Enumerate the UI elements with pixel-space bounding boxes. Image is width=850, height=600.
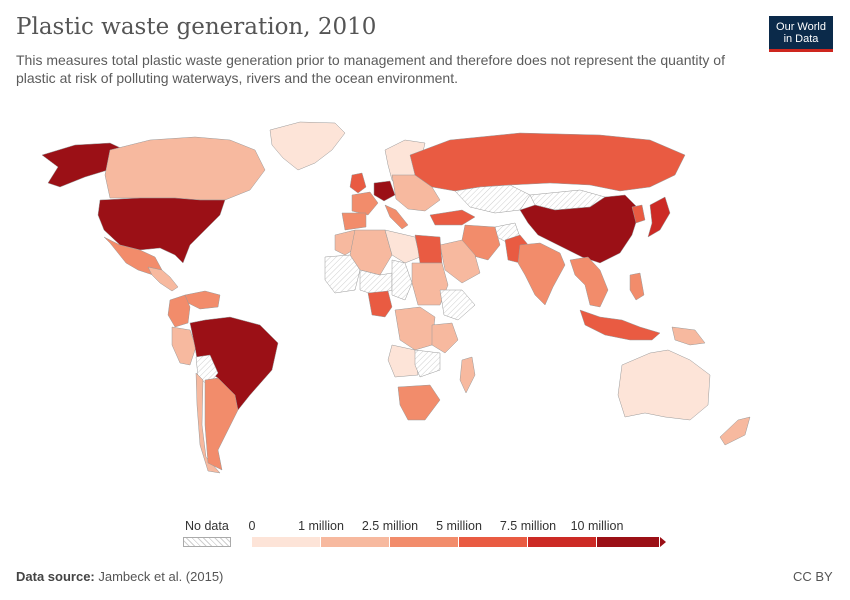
country-ethiopia[interactable] bbox=[439, 289, 476, 321]
no-data-swatch[interactable] bbox=[183, 537, 231, 547]
country-korea[interactable] bbox=[631, 204, 646, 224]
legend-bin-1[interactable] bbox=[321, 537, 390, 547]
legend-bin-2[interactable] bbox=[390, 537, 459, 547]
legend-arrow-icon bbox=[660, 537, 666, 547]
country-zambia[interactable] bbox=[414, 349, 441, 378]
country-peru[interactable] bbox=[171, 326, 197, 366]
country-china[interactable] bbox=[519, 194, 641, 264]
logo-line-1: Our World bbox=[776, 21, 826, 33]
country-indonesia[interactable] bbox=[579, 309, 661, 341]
country-chile[interactable] bbox=[195, 372, 221, 474]
source-text[interactable]: Jambeck et al. (2015) bbox=[98, 569, 224, 584]
license-label[interactable]: CC BY bbox=[793, 569, 833, 584]
country-japan[interactable] bbox=[647, 196, 671, 238]
country-france[interactable] bbox=[351, 191, 379, 216]
chart-title: Plastic waste generation, 2010 bbox=[16, 14, 377, 40]
country-alaska[interactable] bbox=[41, 142, 126, 188]
legend-bin-4[interactable] bbox=[528, 537, 597, 547]
country-russia[interactable] bbox=[409, 132, 686, 192]
country-united-states[interactable] bbox=[97, 197, 226, 264]
legend-tick-3: 5 million bbox=[436, 519, 482, 533]
country-central-america[interactable] bbox=[147, 266, 179, 292]
owid-logo[interactable]: Our World in Data bbox=[769, 16, 833, 52]
country-egypt[interactable] bbox=[414, 234, 443, 264]
data-source: Data source: Jambeck et al. (2015) bbox=[16, 569, 223, 584]
country-united-kingdom[interactable] bbox=[349, 172, 367, 194]
country-sudan[interactable] bbox=[411, 262, 449, 306]
legend-bin-3[interactable] bbox=[459, 537, 528, 547]
country-madagascar[interactable] bbox=[459, 356, 476, 394]
legend-tick-1: 1 million bbox=[298, 519, 344, 533]
country-australia[interactable] bbox=[617, 349, 711, 421]
legend-tick-5: 10 million bbox=[570, 519, 624, 533]
country-papua-new-guinea[interactable] bbox=[671, 326, 706, 346]
country-southeast-asia[interactable] bbox=[569, 256, 609, 308]
country-nigeria[interactable] bbox=[367, 290, 393, 318]
world-map[interactable] bbox=[0, 95, 850, 505]
country-chad[interactable] bbox=[391, 259, 413, 301]
chart-subtitle: This measures total plastic waste genera… bbox=[16, 52, 725, 86]
legend-bin-0[interactable] bbox=[252, 537, 321, 547]
country-saudi-arabia[interactable] bbox=[439, 239, 481, 284]
country-south-africa[interactable] bbox=[397, 384, 441, 421]
legend-tick-4: 7.5 million bbox=[499, 519, 557, 533]
country-philippines[interactable] bbox=[629, 272, 645, 301]
country-mali[interactable] bbox=[324, 254, 361, 294]
legend-tick-2: 2.5 million bbox=[361, 519, 419, 533]
country-libya[interactable] bbox=[384, 229, 421, 264]
country-turkey[interactable] bbox=[429, 209, 476, 226]
country-venezuela[interactable] bbox=[184, 290, 221, 310]
legend-bin-5[interactable] bbox=[597, 537, 660, 547]
country-greenland[interactable] bbox=[269, 121, 346, 171]
country-argentina[interactable] bbox=[204, 377, 239, 471]
source-label: Data source: bbox=[16, 569, 95, 584]
country-angola[interactable] bbox=[387, 344, 419, 378]
country-colombia[interactable] bbox=[167, 294, 191, 328]
country-kazakhstan[interactable] bbox=[454, 184, 531, 214]
no-data-label: No data bbox=[185, 519, 229, 533]
country-italy[interactable] bbox=[384, 204, 409, 230]
country-spain[interactable] bbox=[341, 212, 367, 231]
country-germany[interactable] bbox=[373, 180, 396, 202]
country-new-zealand[interactable] bbox=[719, 416, 751, 446]
map-legend: No data 0 1 million 2.5 million 5 millio… bbox=[0, 515, 850, 555]
country-dr-congo[interactable] bbox=[394, 306, 436, 351]
legend-tick-0: 0 bbox=[248, 519, 256, 533]
country-canada[interactable] bbox=[104, 136, 266, 201]
country-india[interactable] bbox=[517, 242, 566, 306]
country-tanzania[interactable] bbox=[431, 322, 459, 354]
logo-line-2: in Data bbox=[783, 33, 819, 45]
